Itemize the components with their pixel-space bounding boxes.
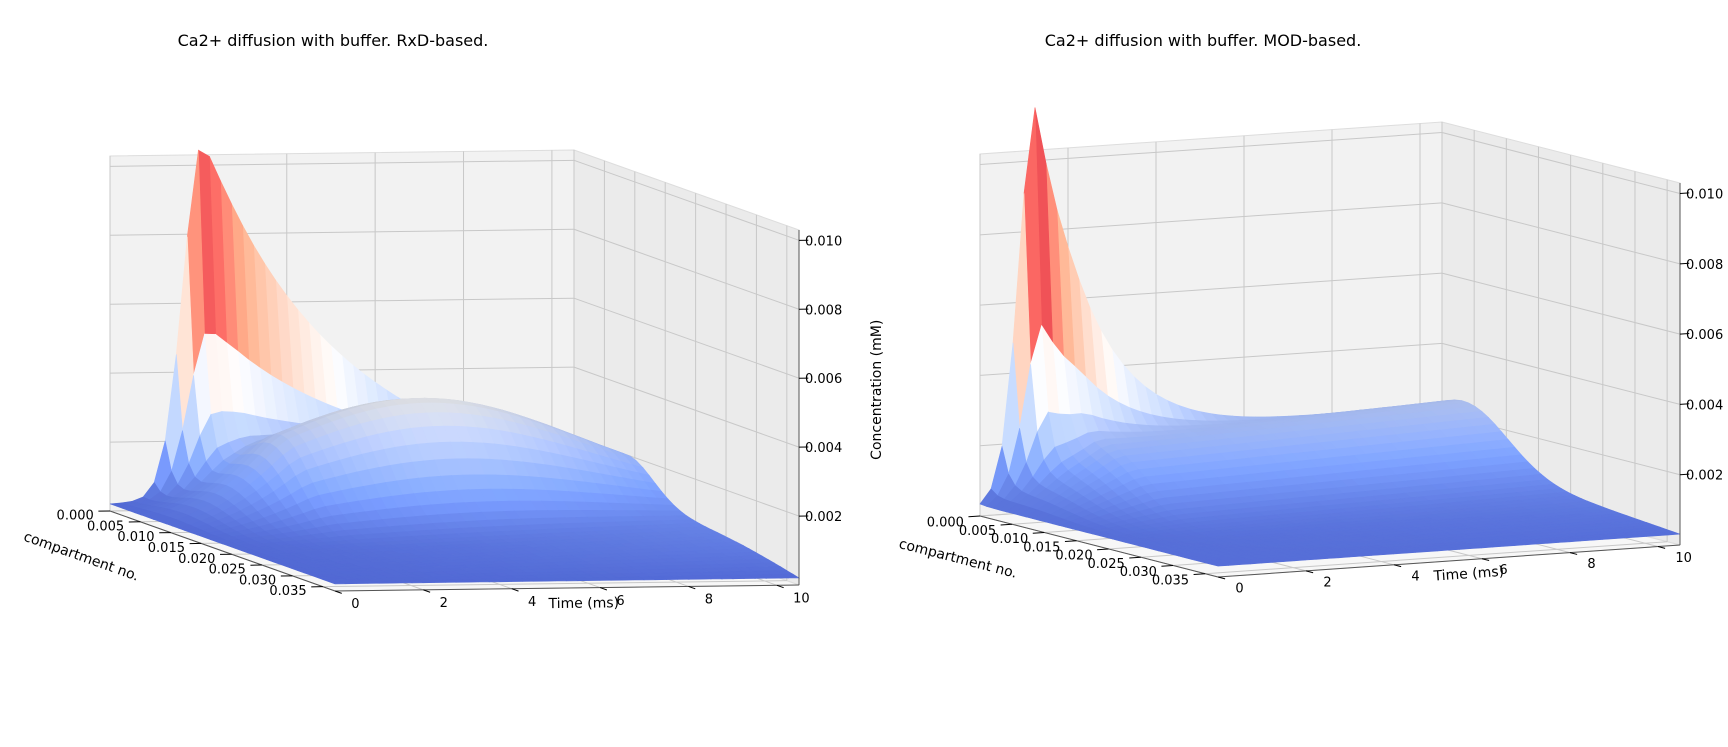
y-axis-ticks: 0 2 4 6 8 10 bbox=[334, 584, 810, 612]
x-tick-label: 0.010 bbox=[991, 532, 1028, 547]
z-tick-label: 0.010 bbox=[1686, 188, 1723, 203]
y-tick-label: 4 bbox=[1411, 569, 1419, 584]
z-tick-label: 0.008 bbox=[1686, 258, 1723, 273]
y-tick-label: 4 bbox=[528, 595, 536, 610]
z-axis-ticks: 0.002 0.004 0.006 0.008 0.010 bbox=[1679, 188, 1723, 484]
z-tick-label: 0.004 bbox=[805, 441, 842, 456]
x-tick-label: 0.030 bbox=[239, 573, 276, 588]
x-tick-label: 0.025 bbox=[1088, 557, 1125, 572]
y-tick-label: 6 bbox=[1499, 563, 1507, 578]
mod-surface-plot: Ca2+ diffusion with buffer. MOD-based. 0… bbox=[897, 31, 1723, 596]
z-tick-label: 0.008 bbox=[805, 303, 842, 318]
z-axis-ticks: 0.002 0.004 0.006 0.008 0.010 bbox=[798, 234, 842, 525]
axes bbox=[109, 230, 800, 592]
y-tick-label: 0 bbox=[1235, 581, 1243, 596]
z-axis-label: Concentration (mM) bbox=[869, 320, 885, 460]
x-tick-label: 0.005 bbox=[959, 524, 996, 539]
chart-title: Ca2+ diffusion with buffer. MOD-based. bbox=[1045, 31, 1362, 50]
y-axis-label: Time (ms) bbox=[1432, 564, 1505, 585]
z-tick-label: 0.002 bbox=[1686, 469, 1723, 484]
z-tick-label: 0.004 bbox=[1686, 398, 1723, 413]
y-tick-label: 0 bbox=[351, 597, 359, 612]
x-tick-label: 0.020 bbox=[178, 552, 215, 567]
y-tick-label: 6 bbox=[616, 594, 624, 609]
x-tick-label: 0.005 bbox=[87, 519, 124, 534]
chart-title: Ca2+ diffusion with buffer. RxD-based. bbox=[178, 31, 489, 50]
x-tick-label: 0.015 bbox=[148, 541, 185, 556]
y-tick-label: 10 bbox=[1675, 551, 1692, 566]
surface bbox=[979, 107, 1681, 567]
y-tick-label: 10 bbox=[793, 591, 810, 606]
z-tick-label: 0.006 bbox=[1686, 328, 1723, 343]
y-tick-label: 8 bbox=[705, 593, 713, 608]
x-tick-label: 0.035 bbox=[1152, 573, 1189, 588]
x-tick-label: 0.020 bbox=[1055, 549, 1092, 564]
surface bbox=[109, 149, 801, 585]
x-tick-label: 0.000 bbox=[927, 516, 964, 531]
axes bbox=[979, 183, 1681, 578]
x-tick-label: 0.035 bbox=[269, 584, 306, 599]
y-tick-label: 2 bbox=[1323, 575, 1331, 590]
x-tick-label: 0.025 bbox=[209, 563, 246, 578]
x-tick-label: 0.030 bbox=[1120, 565, 1157, 580]
z-tick-label: 0.006 bbox=[805, 372, 842, 387]
x-tick-label: 0.015 bbox=[1023, 540, 1060, 555]
z-tick-label: 0.002 bbox=[805, 510, 842, 525]
z-tick-label: 0.010 bbox=[805, 234, 842, 249]
y-tick-label: 8 bbox=[1587, 557, 1595, 572]
y-axis-ticks: 0 2 4 6 8 10 bbox=[1217, 546, 1692, 596]
x-tick-label: 0.010 bbox=[117, 530, 154, 545]
rxd-surface-plot: Ca2+ diffusion with buffer. RxD-based. 0… bbox=[21, 31, 885, 612]
y-tick-label: 2 bbox=[440, 596, 448, 611]
y-axis-label: Time (ms) bbox=[547, 595, 619, 612]
x-tick-label: 0.000 bbox=[57, 509, 94, 524]
